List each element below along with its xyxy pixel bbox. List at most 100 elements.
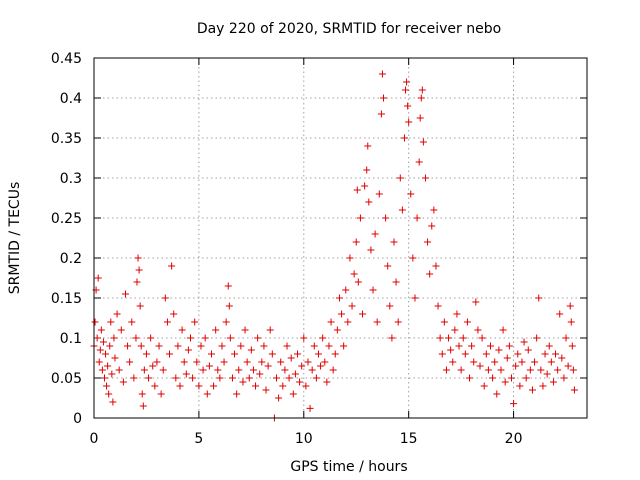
data-point bbox=[400, 134, 408, 142]
data-point bbox=[495, 346, 503, 354]
data-point bbox=[132, 334, 140, 342]
data-point bbox=[416, 114, 424, 122]
data-point bbox=[390, 238, 398, 246]
data-point bbox=[128, 318, 136, 326]
data-point bbox=[100, 374, 108, 382]
data-point bbox=[424, 238, 432, 246]
data-point bbox=[98, 366, 106, 374]
data-point bbox=[235, 366, 243, 374]
data-point bbox=[147, 334, 155, 342]
data-point bbox=[359, 310, 367, 318]
data-point bbox=[285, 374, 293, 382]
data-point bbox=[283, 342, 291, 350]
data-point bbox=[364, 142, 372, 150]
data-point bbox=[119, 378, 127, 386]
data-point bbox=[136, 302, 144, 310]
data-point bbox=[524, 346, 532, 354]
data-point bbox=[262, 386, 270, 394]
data-point bbox=[273, 374, 281, 382]
data-point bbox=[361, 182, 369, 190]
data-point bbox=[226, 334, 234, 342]
data-point bbox=[126, 358, 134, 366]
data-point bbox=[103, 382, 111, 390]
data-point bbox=[199, 366, 207, 374]
data-point bbox=[543, 370, 551, 378]
data-point bbox=[277, 358, 285, 366]
data-point bbox=[547, 358, 555, 366]
data-point bbox=[403, 78, 411, 86]
data-point bbox=[353, 186, 361, 194]
data-point bbox=[480, 382, 488, 390]
data-point bbox=[503, 354, 511, 362]
data-point bbox=[140, 366, 148, 374]
data-point bbox=[231, 350, 239, 358]
data-point bbox=[113, 310, 121, 318]
data-point bbox=[405, 118, 413, 126]
data-point bbox=[380, 94, 388, 102]
data-point bbox=[463, 318, 471, 326]
data-points bbox=[90, 70, 578, 422]
data-point bbox=[325, 342, 333, 350]
data-point bbox=[97, 326, 105, 334]
data-point bbox=[558, 354, 566, 362]
data-point bbox=[107, 318, 115, 326]
data-point bbox=[142, 350, 150, 358]
data-point bbox=[245, 374, 253, 382]
data-point bbox=[449, 358, 457, 366]
x-tick-label: 0 bbox=[90, 431, 99, 447]
data-point bbox=[369, 286, 377, 294]
data-point bbox=[497, 366, 505, 374]
data-point bbox=[526, 366, 534, 374]
data-point bbox=[172, 374, 180, 382]
data-point bbox=[371, 230, 379, 238]
data-point bbox=[382, 214, 390, 222]
y-tick-label: 0.25 bbox=[51, 211, 82, 227]
data-point bbox=[222, 318, 230, 326]
data-point bbox=[304, 358, 312, 366]
data-point bbox=[319, 334, 327, 342]
y-tick-labels: 0 0.05 0.1 0.15 0.2 0.25 0.3 0.35 0.4 0.45 bbox=[51, 51, 82, 427]
data-point bbox=[306, 404, 314, 412]
data-point bbox=[415, 158, 423, 166]
data-point bbox=[205, 362, 213, 370]
data-point bbox=[139, 402, 147, 410]
data-point bbox=[163, 318, 171, 326]
data-point bbox=[135, 266, 143, 274]
data-point bbox=[486, 342, 494, 350]
y-tick-label: 0 bbox=[73, 411, 82, 427]
data-point bbox=[348, 302, 356, 310]
data-point bbox=[354, 278, 362, 286]
data-point bbox=[195, 382, 203, 390]
data-point bbox=[124, 342, 132, 350]
data-point bbox=[459, 334, 467, 342]
data-point bbox=[308, 366, 316, 374]
data-point bbox=[314, 350, 322, 358]
data-point bbox=[201, 334, 209, 342]
data-point bbox=[184, 346, 192, 354]
data-point bbox=[207, 350, 215, 358]
data-point bbox=[472, 298, 480, 306]
data-point bbox=[417, 94, 425, 102]
x-tick-label: 15 bbox=[400, 431, 418, 447]
x-tick-label: 10 bbox=[295, 431, 313, 447]
data-point bbox=[484, 366, 492, 374]
data-point bbox=[247, 346, 255, 354]
data-point bbox=[392, 278, 400, 286]
data-point bbox=[187, 334, 195, 342]
data-point bbox=[233, 390, 241, 398]
data-point bbox=[560, 374, 568, 382]
data-point bbox=[134, 254, 142, 262]
data-point bbox=[178, 326, 186, 334]
data-point bbox=[157, 390, 165, 398]
x-tick-label: 20 bbox=[505, 431, 523, 447]
data-point bbox=[426, 270, 434, 278]
data-point bbox=[461, 350, 469, 358]
data-point bbox=[310, 342, 318, 350]
data-point bbox=[220, 358, 228, 366]
data-point bbox=[258, 358, 266, 366]
data-point bbox=[478, 334, 486, 342]
data-point bbox=[300, 334, 308, 342]
data-point bbox=[102, 350, 110, 358]
data-point bbox=[159, 366, 167, 374]
